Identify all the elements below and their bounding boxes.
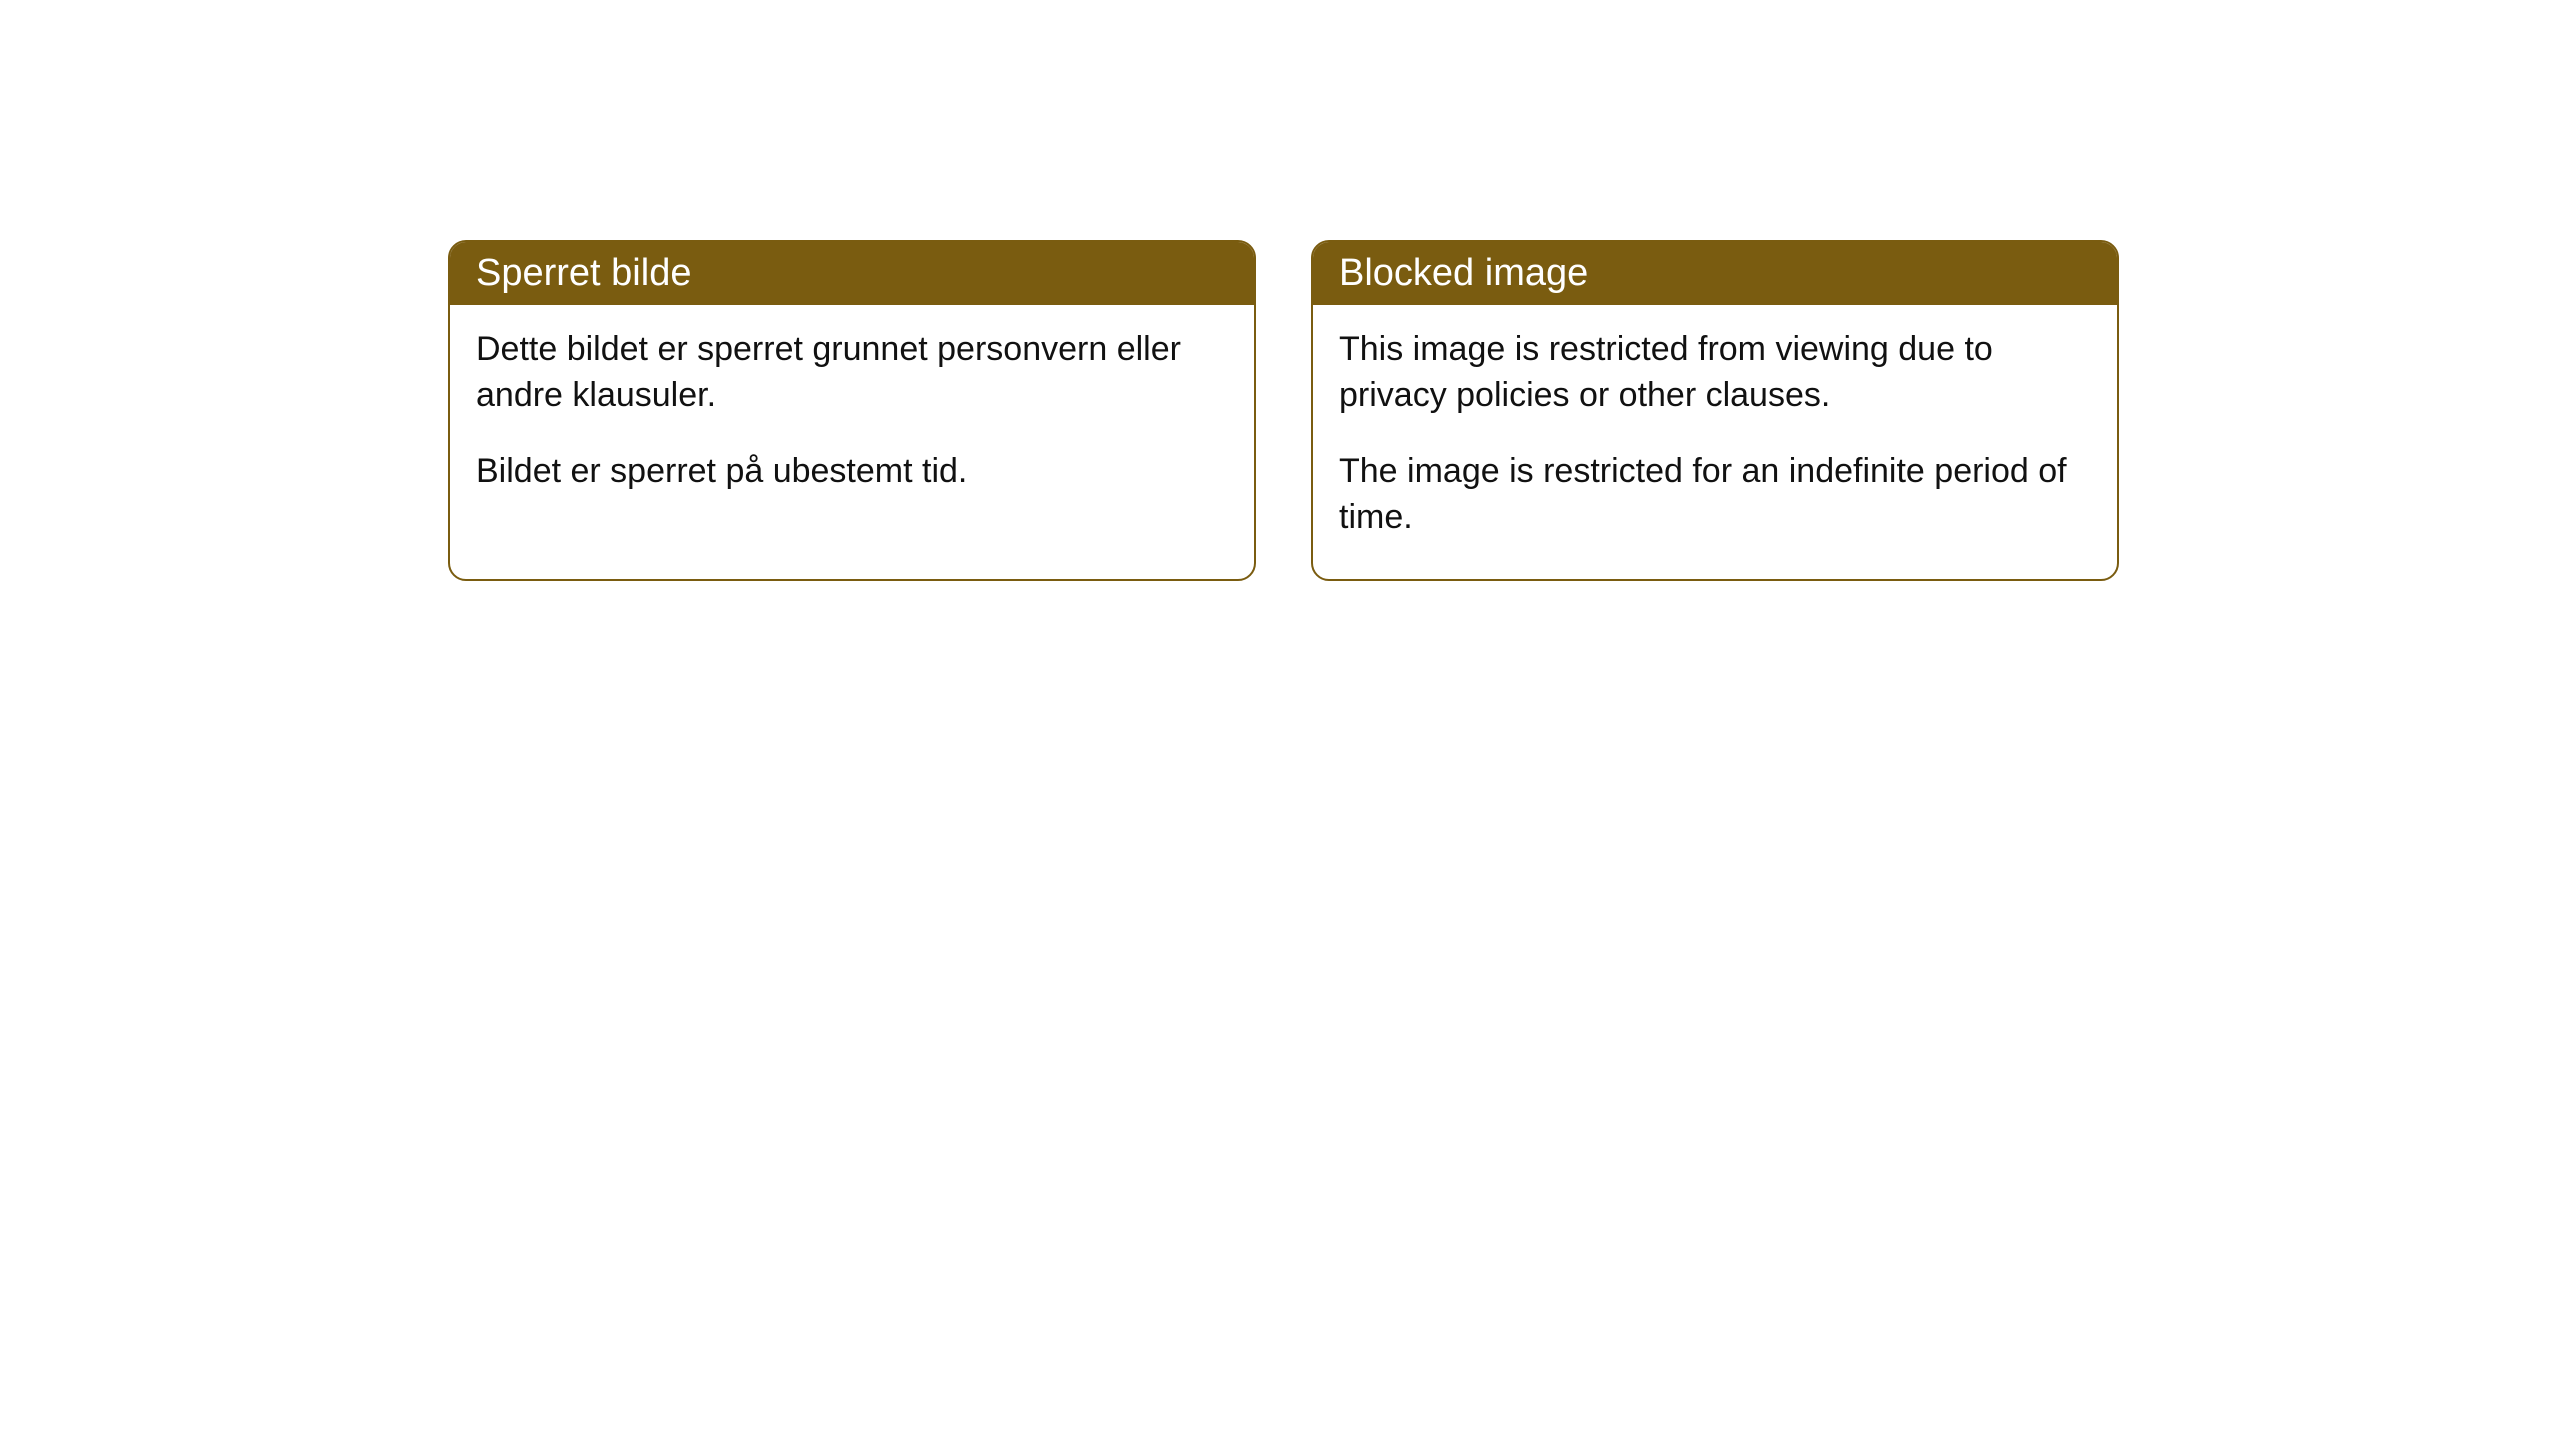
blocked-image-card-english: Blocked image This image is restricted f… (1311, 240, 2119, 581)
card-body: This image is restricted from viewing du… (1313, 305, 2117, 579)
card-body: Dette bildet er sperret grunnet personve… (450, 305, 1254, 533)
card-title: Sperret bilde (476, 252, 691, 294)
card-header: Sperret bilde (450, 242, 1254, 305)
card-title: Blocked image (1339, 252, 1588, 294)
card-paragraph: The image is restricted for an indefinit… (1339, 449, 2091, 541)
card-paragraph: Bildet er sperret på ubestemt tid. (476, 449, 1228, 495)
card-header: Blocked image (1313, 242, 2117, 305)
blocked-image-card-norwegian: Sperret bilde Dette bildet er sperret gr… (448, 240, 1256, 581)
card-paragraph: Dette bildet er sperret grunnet personve… (476, 327, 1228, 419)
notice-cards-container: Sperret bilde Dette bildet er sperret gr… (0, 0, 2560, 581)
card-paragraph: This image is restricted from viewing du… (1339, 327, 2091, 419)
